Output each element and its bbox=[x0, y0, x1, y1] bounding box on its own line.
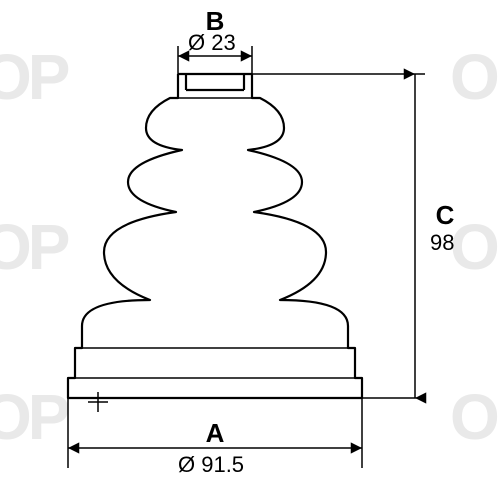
dimension-b-value: Ø 23 bbox=[188, 30, 236, 56]
dimension-c-label: C bbox=[430, 200, 460, 231]
dimension-a-label: A bbox=[200, 418, 230, 449]
dimension-a-value: Ø 91.5 bbox=[178, 452, 244, 478]
dimension-c bbox=[252, 74, 425, 398]
boot-outline bbox=[68, 74, 362, 398]
datum-mark bbox=[88, 392, 108, 412]
technical-drawing bbox=[0, 0, 500, 500]
dimension-c-value: 98 bbox=[430, 230, 454, 256]
